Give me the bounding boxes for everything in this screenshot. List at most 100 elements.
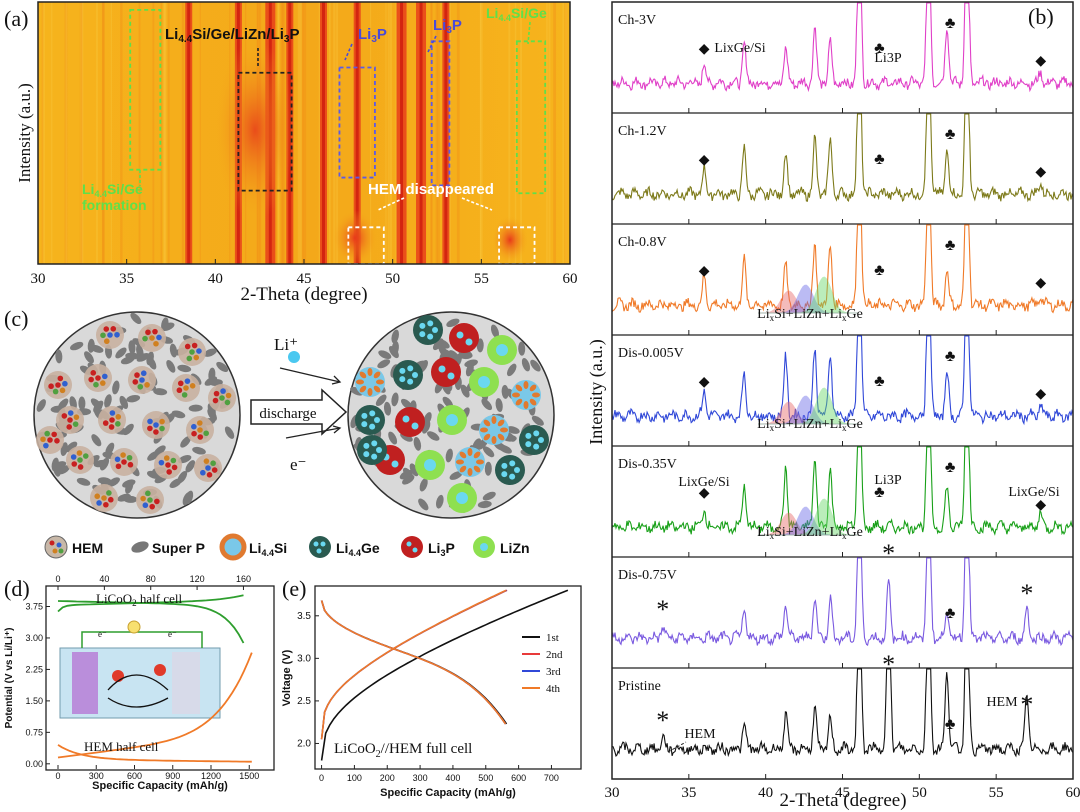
lithiated-electrode-particles	[350, 315, 549, 513]
hem-dot	[51, 431, 57, 438]
superp-particle	[107, 477, 120, 487]
superp-particle	[224, 426, 235, 439]
lisi-shell	[529, 384, 537, 392]
electron-arrow-head	[332, 425, 342, 434]
hem-dot	[103, 338, 110, 345]
hem-dot	[102, 420, 109, 426]
e-charge-4th	[320, 589, 507, 740]
lisi-shell	[459, 451, 467, 459]
b-tick-label: 45	[835, 785, 850, 801]
d-licoo2-discharge	[57, 600, 245, 644]
a-y-label: Intensity (a.u.)	[15, 83, 34, 183]
battery-cathode	[172, 652, 200, 714]
lisi-shell	[497, 419, 505, 427]
lisi-shell	[467, 468, 473, 476]
diamond-marker: ◆	[699, 264, 710, 279]
hem-dot	[186, 355, 193, 362]
superp-particle	[171, 410, 186, 419]
superp-particle	[460, 384, 470, 398]
hem-dot	[147, 418, 153, 425]
hem-dot	[181, 392, 188, 398]
lisi-shell	[515, 384, 523, 392]
electron-label: e⁻	[290, 455, 307, 474]
star-marker: *	[656, 595, 669, 624]
superp-particle	[350, 386, 364, 396]
heatmap-streak	[514, 2, 517, 264]
li3p-dot	[465, 338, 473, 346]
lisi-shell	[467, 448, 473, 457]
d-e-1: e⁻	[98, 629, 107, 639]
a-x-label: 2-Theta (degree)	[240, 284, 367, 305]
superp-particle	[105, 442, 115, 456]
hem-dot	[153, 422, 159, 428]
hem-dot	[212, 397, 219, 404]
hem-arrow	[667, 741, 687, 753]
arrow-li3p-2	[427, 35, 437, 53]
hem-dot	[191, 430, 197, 437]
hem-dot	[88, 376, 94, 383]
star-marker: *	[882, 539, 895, 568]
d-tick-label: 600	[127, 771, 142, 781]
lige-dot	[407, 365, 414, 372]
superp-particle	[437, 339, 450, 349]
e-axes: 0 100 200 300 400 500 600 700 2.0 2.5 3.0 3.5	[297, 611, 559, 783]
xrd-series-label: Dis-0.005V	[618, 346, 684, 361]
lisi-shell	[367, 368, 373, 377]
diamond-marker: ◆	[699, 375, 710, 390]
hem-dot	[153, 429, 159, 435]
electron-arrow	[285, 427, 341, 439]
hem-dot	[152, 328, 158, 335]
hem-dot	[189, 349, 195, 355]
superp-particle	[495, 398, 503, 413]
heatmap-background	[38, 2, 570, 264]
note-lixgesi-right: LixGe/Si	[1008, 485, 1059, 500]
note-li3p-top: Li3P	[874, 51, 901, 66]
arrow-top-right	[527, 21, 531, 45]
superp-particle	[518, 341, 526, 356]
lizn-core	[424, 459, 436, 471]
lige-dot	[412, 372, 418, 378]
lige-dot	[374, 417, 380, 423]
lige-dot	[369, 410, 376, 417]
xrd-series-label: Ch-3V	[618, 13, 656, 28]
hem-dot	[132, 379, 139, 385]
hem-dot	[153, 340, 159, 347]
bulb-icon	[127, 620, 141, 634]
heatmap-band-core-4	[322, 2, 326, 264]
d-top-tick-label: 80	[146, 574, 156, 584]
superp-particle	[153, 388, 168, 396]
hem-dot	[191, 342, 198, 349]
panel-label-e: (e)	[282, 576, 306, 601]
superp-particle	[481, 398, 493, 411]
heatmap-streak	[546, 2, 548, 264]
hem-dot	[163, 455, 170, 461]
b-tick-label: 30	[605, 785, 620, 801]
hem-dot	[120, 452, 126, 458]
hem-dot	[149, 503, 156, 510]
hem-dot	[177, 380, 184, 387]
d-ytick-label: 0.75	[25, 727, 43, 737]
heatmap-streak	[298, 2, 302, 264]
superp-particle	[120, 356, 135, 365]
annotation-box-5	[347, 226, 385, 265]
heatmap-streak	[301, 2, 304, 264]
hem-dot	[203, 430, 209, 437]
hem-dot	[121, 459, 127, 465]
superp-particle	[126, 394, 141, 403]
heatmap-band-core-5	[355, 2, 359, 264]
xrd-panel-Pristine: Pristine ♣ * * *	[611, 650, 1074, 779]
panel-b: (b) Ch-3V◆◆♣♣Ch-1.2V◆◆♣♣Ch-0.8V◆◆♣♣Dis-0…	[586, 1, 1080, 811]
superp-particle	[413, 436, 422, 451]
e-ytick-label: 3.5	[297, 611, 311, 622]
annotation-box-1	[237, 71, 293, 192]
hem-dot	[197, 434, 204, 440]
hem-dot	[57, 375, 64, 382]
lige-dot	[509, 460, 516, 467]
superp-particle	[36, 399, 46, 412]
lige-dot	[363, 451, 370, 458]
superp-particle	[484, 461, 492, 476]
li3p-particle	[449, 323, 479, 353]
legend-lige-label: Li4.4Ge	[336, 540, 380, 558]
hem-dot	[126, 454, 133, 461]
heatmap-streak	[437, 2, 440, 264]
